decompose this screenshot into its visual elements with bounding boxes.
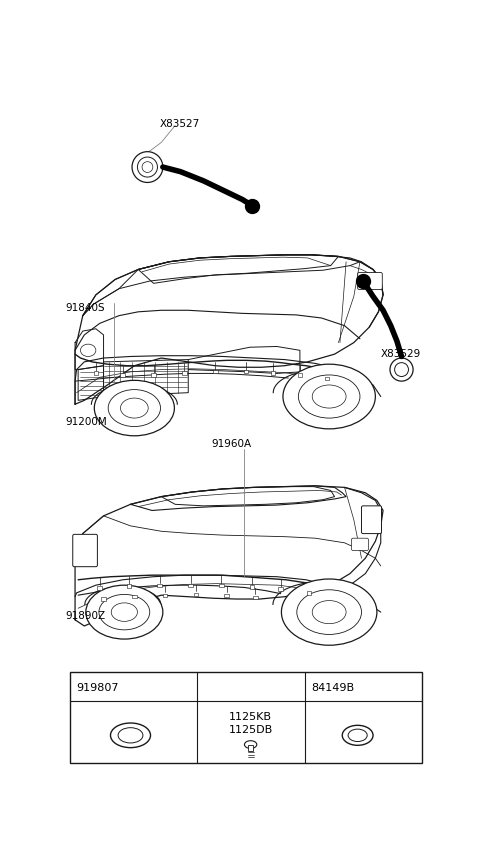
Bar: [182, 372, 187, 375]
Ellipse shape: [297, 590, 361, 635]
Bar: [97, 586, 102, 590]
Bar: [278, 587, 283, 591]
Ellipse shape: [108, 390, 160, 427]
Bar: [213, 370, 217, 373]
Bar: [188, 584, 193, 587]
Bar: [163, 593, 168, 597]
Bar: [157, 584, 162, 587]
Text: 919807: 919807: [77, 683, 119, 693]
Bar: [101, 598, 106, 600]
Ellipse shape: [342, 726, 373, 746]
Circle shape: [142, 162, 153, 172]
Bar: [253, 596, 258, 599]
Bar: [151, 372, 156, 377]
Ellipse shape: [81, 344, 96, 357]
Text: 1125KB: 1125KB: [229, 712, 272, 722]
Bar: [225, 593, 229, 597]
Ellipse shape: [312, 600, 346, 624]
Text: X83529: X83529: [381, 349, 421, 359]
Bar: [127, 585, 131, 588]
Text: X83527: X83527: [160, 120, 200, 129]
Ellipse shape: [99, 594, 150, 630]
Bar: [324, 377, 329, 380]
Text: 84149B: 84149B: [312, 683, 355, 693]
FancyBboxPatch shape: [73, 534, 97, 566]
Text: 91890Z: 91890Z: [65, 611, 105, 621]
Text: 1125DB: 1125DB: [228, 725, 273, 734]
Bar: [132, 595, 137, 598]
Ellipse shape: [312, 385, 346, 408]
FancyBboxPatch shape: [351, 538, 369, 551]
Bar: [94, 372, 98, 375]
Text: 91200M: 91200M: [65, 417, 107, 427]
Ellipse shape: [299, 375, 360, 418]
Ellipse shape: [281, 579, 377, 645]
Text: 91840S: 91840S: [65, 302, 105, 313]
Bar: [71, 672, 421, 763]
Bar: [244, 370, 248, 373]
Bar: [193, 593, 198, 596]
Circle shape: [132, 152, 163, 183]
Text: 91960A: 91960A: [211, 439, 252, 449]
Ellipse shape: [120, 398, 148, 418]
Bar: [307, 591, 312, 595]
Bar: [298, 372, 302, 377]
Ellipse shape: [244, 740, 257, 748]
Bar: [219, 584, 224, 587]
Ellipse shape: [348, 729, 367, 741]
Ellipse shape: [86, 585, 163, 639]
Ellipse shape: [94, 380, 174, 436]
Circle shape: [137, 157, 157, 177]
FancyBboxPatch shape: [361, 506, 382, 533]
Bar: [248, 745, 253, 751]
Circle shape: [395, 363, 408, 377]
Bar: [271, 372, 275, 375]
Ellipse shape: [283, 365, 375, 429]
Bar: [250, 585, 254, 589]
Ellipse shape: [118, 727, 143, 743]
Bar: [120, 373, 125, 378]
Circle shape: [390, 358, 413, 381]
FancyBboxPatch shape: [358, 273, 382, 289]
Ellipse shape: [111, 603, 137, 622]
Ellipse shape: [110, 723, 151, 747]
